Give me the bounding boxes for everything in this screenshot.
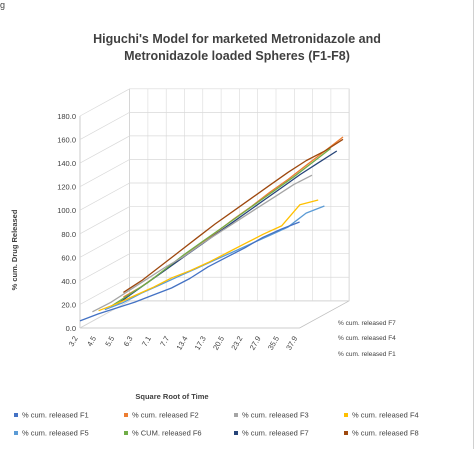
y-tick-label: 0.0 (66, 324, 76, 333)
gridline-y (79, 300, 350, 329)
y-tick-label: 120.0 (57, 183, 76, 192)
y-tick-label: 180.0 (57, 112, 76, 121)
legend-label: % CUM. released F6 (132, 429, 202, 438)
series-line (79, 221, 300, 322)
plot-series (79, 136, 344, 322)
legend-swatch (234, 431, 238, 435)
legend-swatch (344, 413, 348, 417)
chart-title: Higuchi's Model for marketed Metronidazo… (93, 32, 381, 63)
y-tick-label: 40.0 (61, 277, 76, 286)
x-tick-label: 27.9 (248, 335, 263, 352)
x-tick-label: 17.3 (193, 335, 208, 352)
x-tick-label: 7.1 (140, 335, 153, 349)
x-tick-label: 6.3 (122, 335, 135, 349)
x-tick-label: 37.9 (284, 335, 299, 352)
x-tick-label: 3.2 (67, 335, 80, 349)
gridline-y (79, 182, 350, 211)
legend-swatch (124, 431, 128, 435)
gridline-y (79, 112, 350, 140)
chart-title-line-2: Metronidazole loaded Spheres (F1-F8) (124, 49, 350, 63)
depth-label: % cum. released F7 (338, 320, 396, 327)
y-tick-label: 60.0 (61, 253, 76, 262)
legend-label: % cum. released F4 (352, 411, 419, 420)
x-axis-title: Square Root of Time (135, 392, 208, 401)
chart-title-line-1: Higuchi's Model for marketed Metronidazo… (93, 32, 381, 46)
x-tick-label: 20.5 (211, 335, 226, 352)
y-tick-label: 80.0 (61, 230, 76, 239)
legend-swatch (14, 431, 18, 435)
x-tick-label: 7.7 (158, 335, 171, 349)
x-tick-label: 4.5 (85, 335, 98, 349)
x-tick-label: 23.2 (229, 335, 244, 352)
gridline-y (79, 88, 350, 117)
legend-label: % cum. released F8 (352, 429, 419, 438)
depth-label: % cum. released F1 (338, 351, 396, 358)
series-line (98, 199, 319, 312)
legend-swatch (14, 413, 18, 417)
legend-label: % cum. released F3 (242, 411, 309, 420)
y-tick-label: 160.0 (57, 136, 76, 145)
x-tick-label: 13.4 (174, 335, 189, 352)
legend-swatch (124, 413, 128, 417)
legend-label: % cum. released F1 (22, 411, 89, 420)
y-tick-label: 100.0 (57, 206, 76, 215)
y-axis-title: % cum. Drug Released (10, 209, 19, 290)
y-tick-label: 140.0 (57, 159, 76, 168)
depth-axis: % cum. released F7 % cum. released F4 % cu… (338, 320, 396, 358)
legend-label: % cum. released F5 (22, 429, 89, 438)
series-line (92, 174, 313, 313)
series-line (110, 147, 331, 307)
legend-swatch (344, 431, 348, 435)
plot-grid (79, 88, 350, 329)
floor-plane (79, 300, 350, 329)
legend: % cum. released F1 % cum. released F2 % cu… (14, 411, 419, 438)
series-line (123, 138, 344, 293)
legend-label: % cum. released F2 (132, 411, 199, 420)
plot-walls (79, 88, 350, 329)
corner-mark: g (0, 0, 6, 10)
legend-label: % cum. released F7 (242, 429, 309, 438)
y-tick-label: 20.0 (61, 300, 76, 309)
x-tick-label: 5.5 (103, 335, 116, 349)
gridline-y (79, 206, 350, 235)
x-tick-label: 35.5 (266, 335, 281, 352)
gridline-y (79, 253, 350, 282)
depth-label: % cum. released F4 (338, 335, 396, 342)
legend-swatch (234, 413, 238, 417)
